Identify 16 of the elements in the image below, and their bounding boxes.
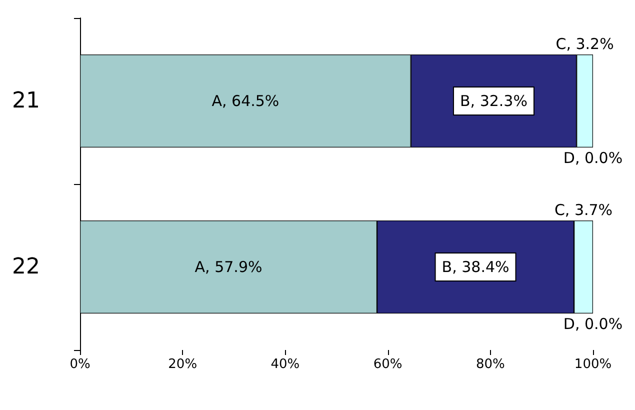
- data-label: A, 57.9%: [194, 258, 262, 276]
- x-tick-label: 80%: [476, 357, 505, 372]
- data-label: B, 38.4%: [442, 258, 510, 276]
- data-label: C, 3.7%: [554, 201, 613, 220]
- x-tick-label: 60%: [373, 357, 402, 372]
- x-tick-label: 100%: [574, 357, 612, 372]
- y-tick-label: 22: [12, 254, 40, 280]
- data-label: C, 3.2%: [556, 35, 614, 54]
- y-tick-label: 21: [12, 88, 40, 114]
- data-label: D, 0.0%: [563, 148, 623, 167]
- x-tick-label: 20%: [168, 357, 198, 372]
- x-tick-label: 40%: [270, 357, 300, 372]
- data-label: A, 64.5%: [212, 92, 280, 110]
- data-label: D, 0.0%: [563, 314, 623, 333]
- data-label: B, 32.3%: [460, 92, 528, 110]
- x-tick-label: 0%: [70, 357, 90, 372]
